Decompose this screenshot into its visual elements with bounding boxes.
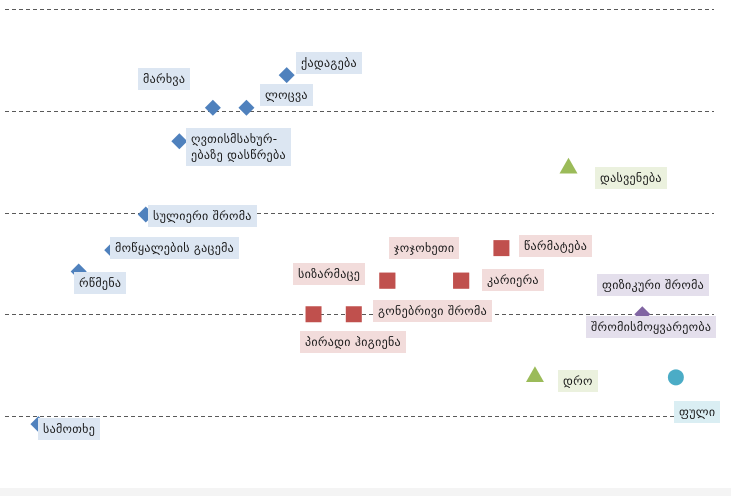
label-dro: დრო bbox=[558, 370, 598, 392]
label-dasveneba: დასვენება bbox=[595, 167, 667, 189]
point-work-4 bbox=[379, 272, 396, 289]
label-ghvtismsakhureba: ღვთისმსახურ- ებაზე დასწრება bbox=[186, 128, 291, 166]
point-work-6 bbox=[305, 306, 322, 323]
label-kadageba: ქადაგება bbox=[296, 52, 362, 74]
label-mocqalebis-gaceba: მოწყალების გაცემა bbox=[110, 237, 240, 259]
label-shromismoqvareoba: შრომისმოყვარეობა bbox=[586, 316, 717, 338]
label-markhva: მარხვა bbox=[138, 68, 191, 90]
label-kariera: კარიერა bbox=[482, 269, 544, 291]
label-fizikuri-shroma: ფიზიკური შრომა bbox=[597, 274, 710, 296]
point-spiritual-0 bbox=[278, 67, 295, 84]
label-sizarmace: სიზარმაცე bbox=[293, 263, 366, 285]
label-gonebrivi-shroma: გონებრივი შრომა bbox=[373, 300, 492, 322]
point-work-2 bbox=[453, 272, 470, 289]
label-samotkhe: სამოთხე bbox=[38, 418, 101, 440]
point-spiritual-3 bbox=[171, 133, 188, 150]
label-tsarmateba: წარმატება bbox=[519, 235, 593, 257]
label-ghvtismsakhureba-line2: ებაზე დასწრება bbox=[191, 148, 286, 162]
gridlines bbox=[5, 9, 714, 417]
label-locva: ლოცვა bbox=[260, 84, 313, 106]
point-work-0 bbox=[493, 240, 510, 257]
label-rtsmena: რწმენა bbox=[74, 272, 127, 294]
point-spiritual-1 bbox=[204, 99, 221, 116]
label-puli: ფული bbox=[674, 401, 721, 423]
label-ghvtismsakhureba-line1: ღვთისმსახურ- bbox=[191, 132, 278, 146]
point-rest-1 bbox=[525, 366, 544, 383]
point-rest-0 bbox=[559, 157, 578, 174]
point-spiritual-2 bbox=[238, 99, 255, 116]
label-sulieri-shroma: სულიერი შრომა bbox=[148, 205, 257, 227]
plot-bottom-band bbox=[0, 488, 731, 496]
point-work-5 bbox=[345, 306, 362, 323]
label-jojokheti: ჯოჯოხეთი bbox=[389, 237, 460, 259]
label-piradi-higiena: პირადი ჰიგიენა bbox=[300, 331, 406, 353]
point-money-0 bbox=[667, 369, 684, 386]
